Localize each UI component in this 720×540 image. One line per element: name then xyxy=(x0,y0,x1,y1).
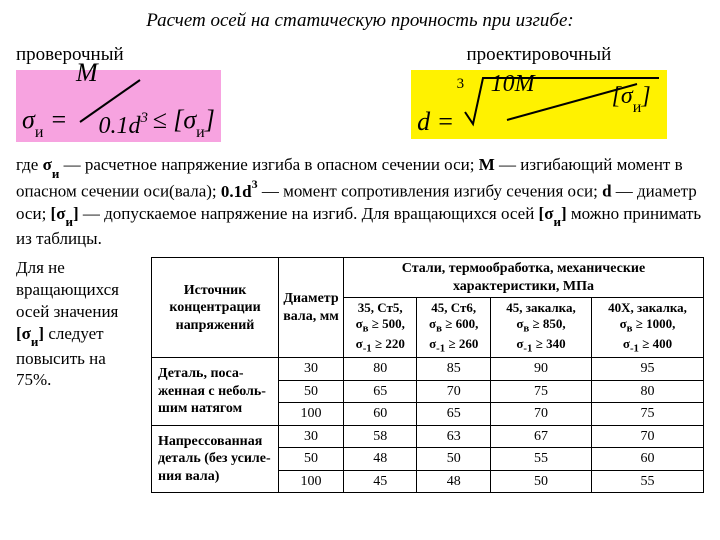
cell-diam: 100 xyxy=(279,470,344,493)
bottom-row: Для не вращающихся осей значения [σи] сл… xyxy=(16,257,704,493)
cell-value: 65 xyxy=(344,380,417,403)
table-row: Деталь, поса-женная с неболь-шим натягом… xyxy=(152,358,704,381)
th-steel-1: 45, Ст6,σв ≥ 600,σ-1 ≥ 260 xyxy=(417,298,490,358)
f1-num: M xyxy=(76,60,98,86)
cell-diam: 30 xyxy=(279,425,344,448)
formula-left-box: σи = M 0.1d3 ≤ [σи] xyxy=(16,70,221,142)
cell-diam: 50 xyxy=(279,380,344,403)
cell-value: 75 xyxy=(490,380,591,403)
f2-root: 3 10M [σи] xyxy=(461,74,661,130)
th-steel-2: 45, закалка,σв ≥ 850,σ-1 ≥ 340 xyxy=(490,298,591,358)
cell-value: 80 xyxy=(344,358,417,381)
explanation-text: где σи — расчетное напряжение изгиба в о… xyxy=(16,154,704,249)
f2-lhs: d xyxy=(417,107,430,136)
cell-value: 70 xyxy=(592,425,704,448)
cell-value: 58 xyxy=(344,425,417,448)
stress-table: Источник концентрации напряжений Диаметр… xyxy=(151,257,704,493)
cell-diam: 50 xyxy=(279,448,344,471)
f2-num: 10M xyxy=(491,72,535,96)
cell-value: 80 xyxy=(592,380,704,403)
subhead-right: проектировочный xyxy=(466,44,611,66)
f1-rhs: σ xyxy=(183,105,196,134)
cell-value: 50 xyxy=(490,470,591,493)
formula-right: d = 3 10M [σи] xyxy=(417,74,661,135)
cell-diam: 100 xyxy=(279,403,344,426)
formula-left: σи = M 0.1d3 ≤ [σи] xyxy=(22,74,215,138)
table-head-row1: Источник концентрации напряжений Диаметр… xyxy=(152,258,704,298)
th-group: Стали, термообработка, механические хара… xyxy=(344,258,704,298)
cell-value: 75 xyxy=(592,403,704,426)
cell-value: 65 xyxy=(417,403,490,426)
cell-value: 55 xyxy=(592,470,704,493)
f1-rhs-sub: и xyxy=(196,124,205,141)
cell-value: 90 xyxy=(490,358,591,381)
th-source: Источник концентрации напряжений xyxy=(152,258,279,358)
cell-value: 95 xyxy=(592,358,704,381)
row-label: Напрессованнаядеталь (без усиле-ния вала… xyxy=(152,425,279,493)
th-steel-3: 40Х, закалка,σв ≥ 1000,σ-1 ≥ 400 xyxy=(592,298,704,358)
cell-value: 70 xyxy=(417,380,490,403)
cell-value: 48 xyxy=(344,448,417,471)
table-body: Деталь, поса-женная с неболь-шим натягом… xyxy=(152,358,704,493)
cell-value: 48 xyxy=(417,470,490,493)
f1-eq: = xyxy=(43,105,74,134)
cell-value: 60 xyxy=(344,403,417,426)
f2-den: [σи] xyxy=(612,84,651,113)
subhead-left: проверочный xyxy=(16,44,124,66)
right-column: проектировочный d = 3 10M [σи] xyxy=(374,44,704,139)
cell-value: 60 xyxy=(592,448,704,471)
th-diam: Диаметр вала, мм xyxy=(279,258,344,358)
page-title: Расчет осей на статическую прочность при… xyxy=(16,10,704,32)
f1-frac: M 0.1d3 xyxy=(74,74,146,128)
f1-rhs-open: [ xyxy=(173,105,183,134)
cell-diam: 30 xyxy=(279,358,344,381)
f2-eq: = xyxy=(430,107,461,136)
f1-lhs: σ xyxy=(22,105,35,134)
cell-value: 67 xyxy=(490,425,591,448)
formula-right-box: d = 3 10M [σи] xyxy=(411,70,667,139)
f1-cmp: ≤ xyxy=(146,105,173,134)
cell-value: 55 xyxy=(490,448,591,471)
f1-den: 0.1d3 xyxy=(98,113,148,138)
table-row: Напрессованнаядеталь (без усиле-ния вала… xyxy=(152,425,704,448)
left-column: проверочный σи = M 0.1d3 ≤ [σи] xyxy=(16,44,346,142)
cell-value: 85 xyxy=(417,358,490,381)
cell-value: 70 xyxy=(490,403,591,426)
row-label: Деталь, поса-женная с неболь-шим натягом xyxy=(152,358,279,426)
cell-value: 45 xyxy=(344,470,417,493)
left-note: Для не вращающихся осей значения [σи] сл… xyxy=(16,257,151,391)
formula-columns: проверочный σи = M 0.1d3 ≤ [σи] проектир… xyxy=(16,44,704,142)
cell-value: 50 xyxy=(417,448,490,471)
table-wrap: Источник концентрации напряжений Диаметр… xyxy=(151,257,704,493)
th-steel-0: 35, Ст5,σв ≥ 500,σ-1 ≥ 220 xyxy=(344,298,417,358)
f1-lhs-sub: и xyxy=(35,124,44,141)
cell-value: 63 xyxy=(417,425,490,448)
f1-rhs-close: ] xyxy=(205,105,215,134)
